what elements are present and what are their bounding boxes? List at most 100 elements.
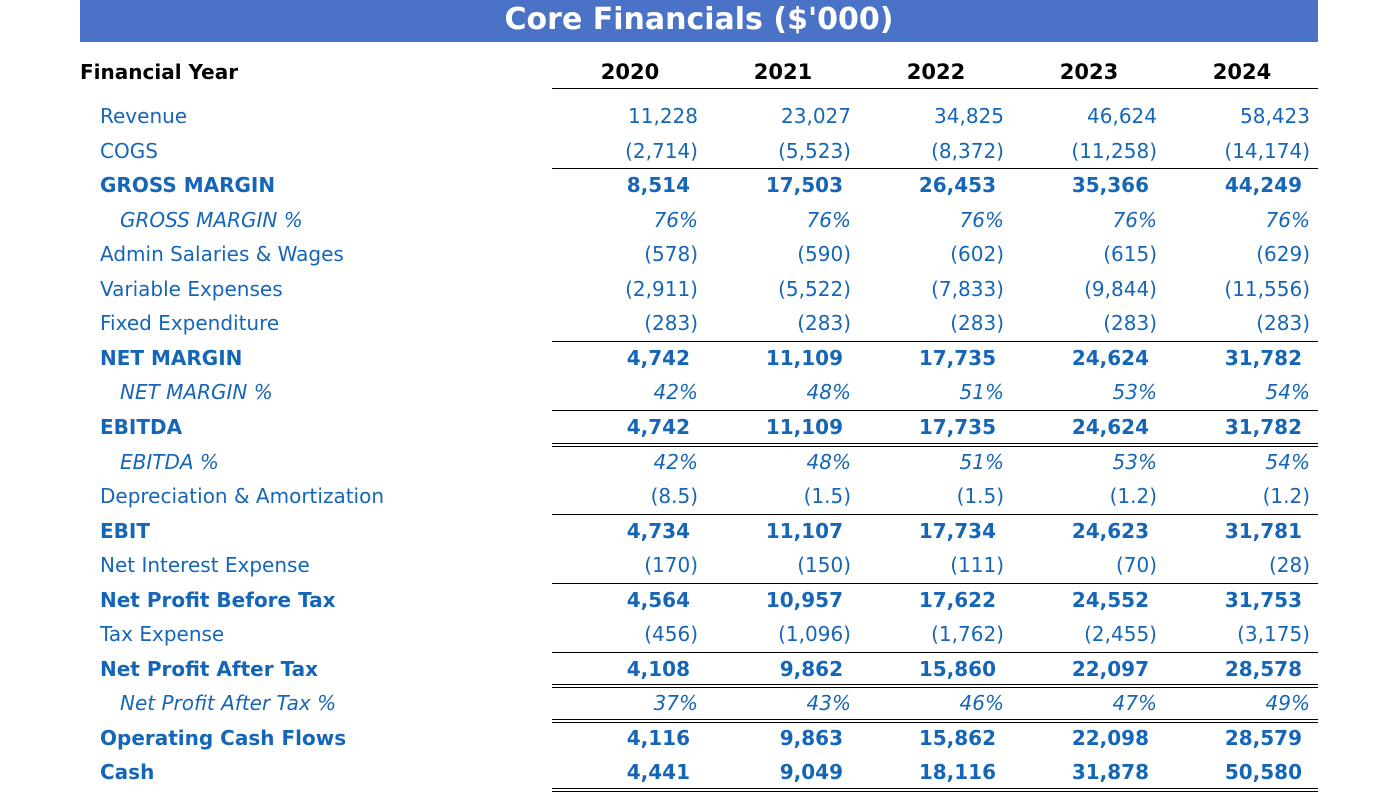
table-row: Net Profit After Tax % 37% 43% 46% 47% 49% — [80, 687, 1318, 721]
value-cell-2021: 48% — [806, 449, 851, 474]
value-cell-2020: 4,441 — [626, 760, 690, 785]
value-cell-2020: 4,108 — [626, 656, 690, 681]
value-cell-2020: 76% — [653, 207, 698, 232]
row-label: GROSS MARGIN — [100, 173, 276, 198]
year-2023: 2023 — [1059, 60, 1119, 84]
value-cell-2021: 48% — [806, 380, 851, 405]
value-cell-2024: 44,249 — [1224, 173, 1302, 198]
row-label: COGS — [100, 138, 158, 163]
value-cell-2023: 24,552 — [1071, 587, 1149, 612]
value-cell-2023: (615) — [1103, 242, 1157, 267]
table-row: NET MARGIN 4,742 11,109 17,735 24,624 31,782 — [80, 342, 1318, 376]
row-label: Net Profit After Tax — [100, 656, 319, 681]
value-cell-2021: 17,503 — [765, 173, 843, 198]
value-cell-2022: (7,833) — [931, 276, 1004, 301]
value-cell-2024: 76% — [1265, 207, 1310, 232]
subtotal-rule — [552, 513, 1318, 515]
value-cell-2021: 23,027 — [781, 104, 851, 128]
value-cell-2022: 17,735 — [918, 345, 996, 370]
row-label: Cash — [100, 760, 155, 785]
table-row: Revenue 11,228 23,027 34,825 46,624 58,423 — [80, 100, 1318, 134]
value-cell-2021: 9,862 — [779, 656, 843, 681]
value-cell-2021: 11,107 — [765, 518, 843, 543]
value-cell-2022: 18,116 — [918, 760, 996, 785]
table-row: GROSS MARGIN % 76% 76% 76% 76% 76% — [80, 204, 1318, 238]
row-label: Revenue — [100, 104, 188, 128]
value-cell-2023: 53% — [1112, 449, 1157, 474]
value-cell-2020: 11,228 — [628, 104, 698, 128]
row-label: Tax Expense — [100, 622, 225, 647]
value-cell-2020: 4,742 — [626, 345, 690, 370]
row-label: Net Profit Before Tax — [100, 587, 336, 612]
value-cell-2023: 46,624 — [1087, 104, 1157, 128]
subtotal-rule — [552, 168, 1318, 170]
value-cell-2024: (28) — [1268, 553, 1310, 578]
value-cell-2021: 9,049 — [779, 760, 843, 785]
value-cell-2024: (629) — [1256, 242, 1310, 267]
year-2022: 2022 — [906, 60, 966, 84]
subtotal-rule — [552, 340, 1318, 342]
value-cell-2022: (111) — [950, 553, 1004, 578]
subtotal-rule — [552, 582, 1318, 584]
value-cell-2024: 31,782 — [1224, 345, 1302, 370]
value-cell-2023: 24,624 — [1071, 414, 1149, 439]
value-cell-2020: 4,734 — [626, 518, 690, 543]
value-cell-2021: (283) — [797, 311, 851, 336]
value-cell-2023: 35,366 — [1071, 173, 1149, 198]
value-cell-2022: (1.5) — [956, 484, 1004, 509]
table-row: Net Interest Expense (170) (150) (111) (70) (… — [80, 549, 1318, 583]
row-label: Depreciation & Amortization — [100, 484, 385, 509]
value-cell-2024: (1.2) — [1262, 484, 1310, 509]
value-cell-2024: (14,174) — [1224, 138, 1310, 163]
value-cell-2023: 47% — [1112, 691, 1157, 716]
table-row: EBITDA 4,742 11,109 17,735 24,624 31,782 — [80, 411, 1318, 445]
value-cell-2022: 15,862 — [918, 725, 996, 750]
value-cell-2024: 58,423 — [1240, 104, 1310, 128]
value-cell-2024: (283) — [1256, 311, 1310, 336]
value-cell-2022: 17,735 — [918, 414, 996, 439]
value-cell-2020: 42% — [653, 449, 698, 474]
value-cell-2024: 31,753 — [1224, 587, 1302, 612]
value-cell-2020: (283) — [644, 311, 698, 336]
value-cell-2021: (5,523) — [778, 138, 851, 163]
total-double-rule — [552, 684, 1318, 689]
row-label: EBITDA — [100, 414, 183, 439]
row-label: NET MARGIN % — [120, 380, 273, 405]
value-cell-2024: 31,782 — [1224, 414, 1302, 439]
row-label: Net Interest Expense — [100, 553, 310, 578]
table-row: Depreciation & Amortization (8.5) (1.5) (1.… — [80, 480, 1318, 514]
table-row: Operating Cash Flows 4,116 9,863 15,862 22,0… — [80, 722, 1318, 756]
table-row: GROSS MARGIN 8,514 17,503 26,453 35,366 44,24… — [80, 169, 1318, 203]
value-cell-2024: 31,781 — [1224, 518, 1302, 543]
value-cell-2022: (602) — [950, 242, 1004, 267]
value-cell-2022: (1,762) — [931, 622, 1004, 647]
value-cell-2022: 46% — [959, 691, 1004, 716]
value-cell-2021: 43% — [806, 691, 851, 716]
value-cell-2022: 51% — [959, 449, 1004, 474]
value-cell-2023: 22,097 — [1071, 656, 1149, 681]
row-label: Variable Expenses — [100, 276, 283, 301]
value-cell-2022: 76% — [959, 207, 1004, 232]
value-cell-2023: (11,258) — [1071, 138, 1157, 163]
value-cell-2023: 24,623 — [1071, 518, 1149, 543]
value-cell-2020: 37% — [653, 691, 698, 716]
total-double-rule — [552, 788, 1318, 792]
value-cell-2023: 31,878 — [1071, 760, 1149, 785]
value-cell-2023: 76% — [1112, 207, 1157, 232]
row-label: Net Profit After Tax % — [120, 691, 337, 716]
table-row: EBIT 4,734 11,107 17,734 24,623 31,781 — [80, 515, 1318, 549]
value-cell-2023: 24,624 — [1071, 345, 1149, 370]
value-cell-2020: (8.5) — [650, 484, 698, 509]
table-row: EBITDA % 42% 48% 51% 53% 54% — [80, 446, 1318, 480]
year-2020: 2020 — [600, 60, 660, 84]
total-double-rule — [552, 718, 1318, 723]
value-cell-2021: 9,863 — [779, 725, 843, 750]
value-cell-2021: 10,957 — [765, 587, 843, 612]
table-row: Variable Expenses (2,911) (5,522) (7,833) (9… — [80, 273, 1318, 307]
value-cell-2024: (3,175) — [1237, 622, 1310, 647]
report-title: Core Financials ($'000) — [80, 0, 1318, 42]
row-label: Operating Cash Flows — [100, 725, 347, 750]
value-cell-2021: (1,096) — [778, 622, 851, 647]
value-cell-2020: (2,911) — [625, 276, 698, 301]
table-row: Admin Salaries & Wages (578) (590) (602) (61… — [80, 238, 1318, 272]
